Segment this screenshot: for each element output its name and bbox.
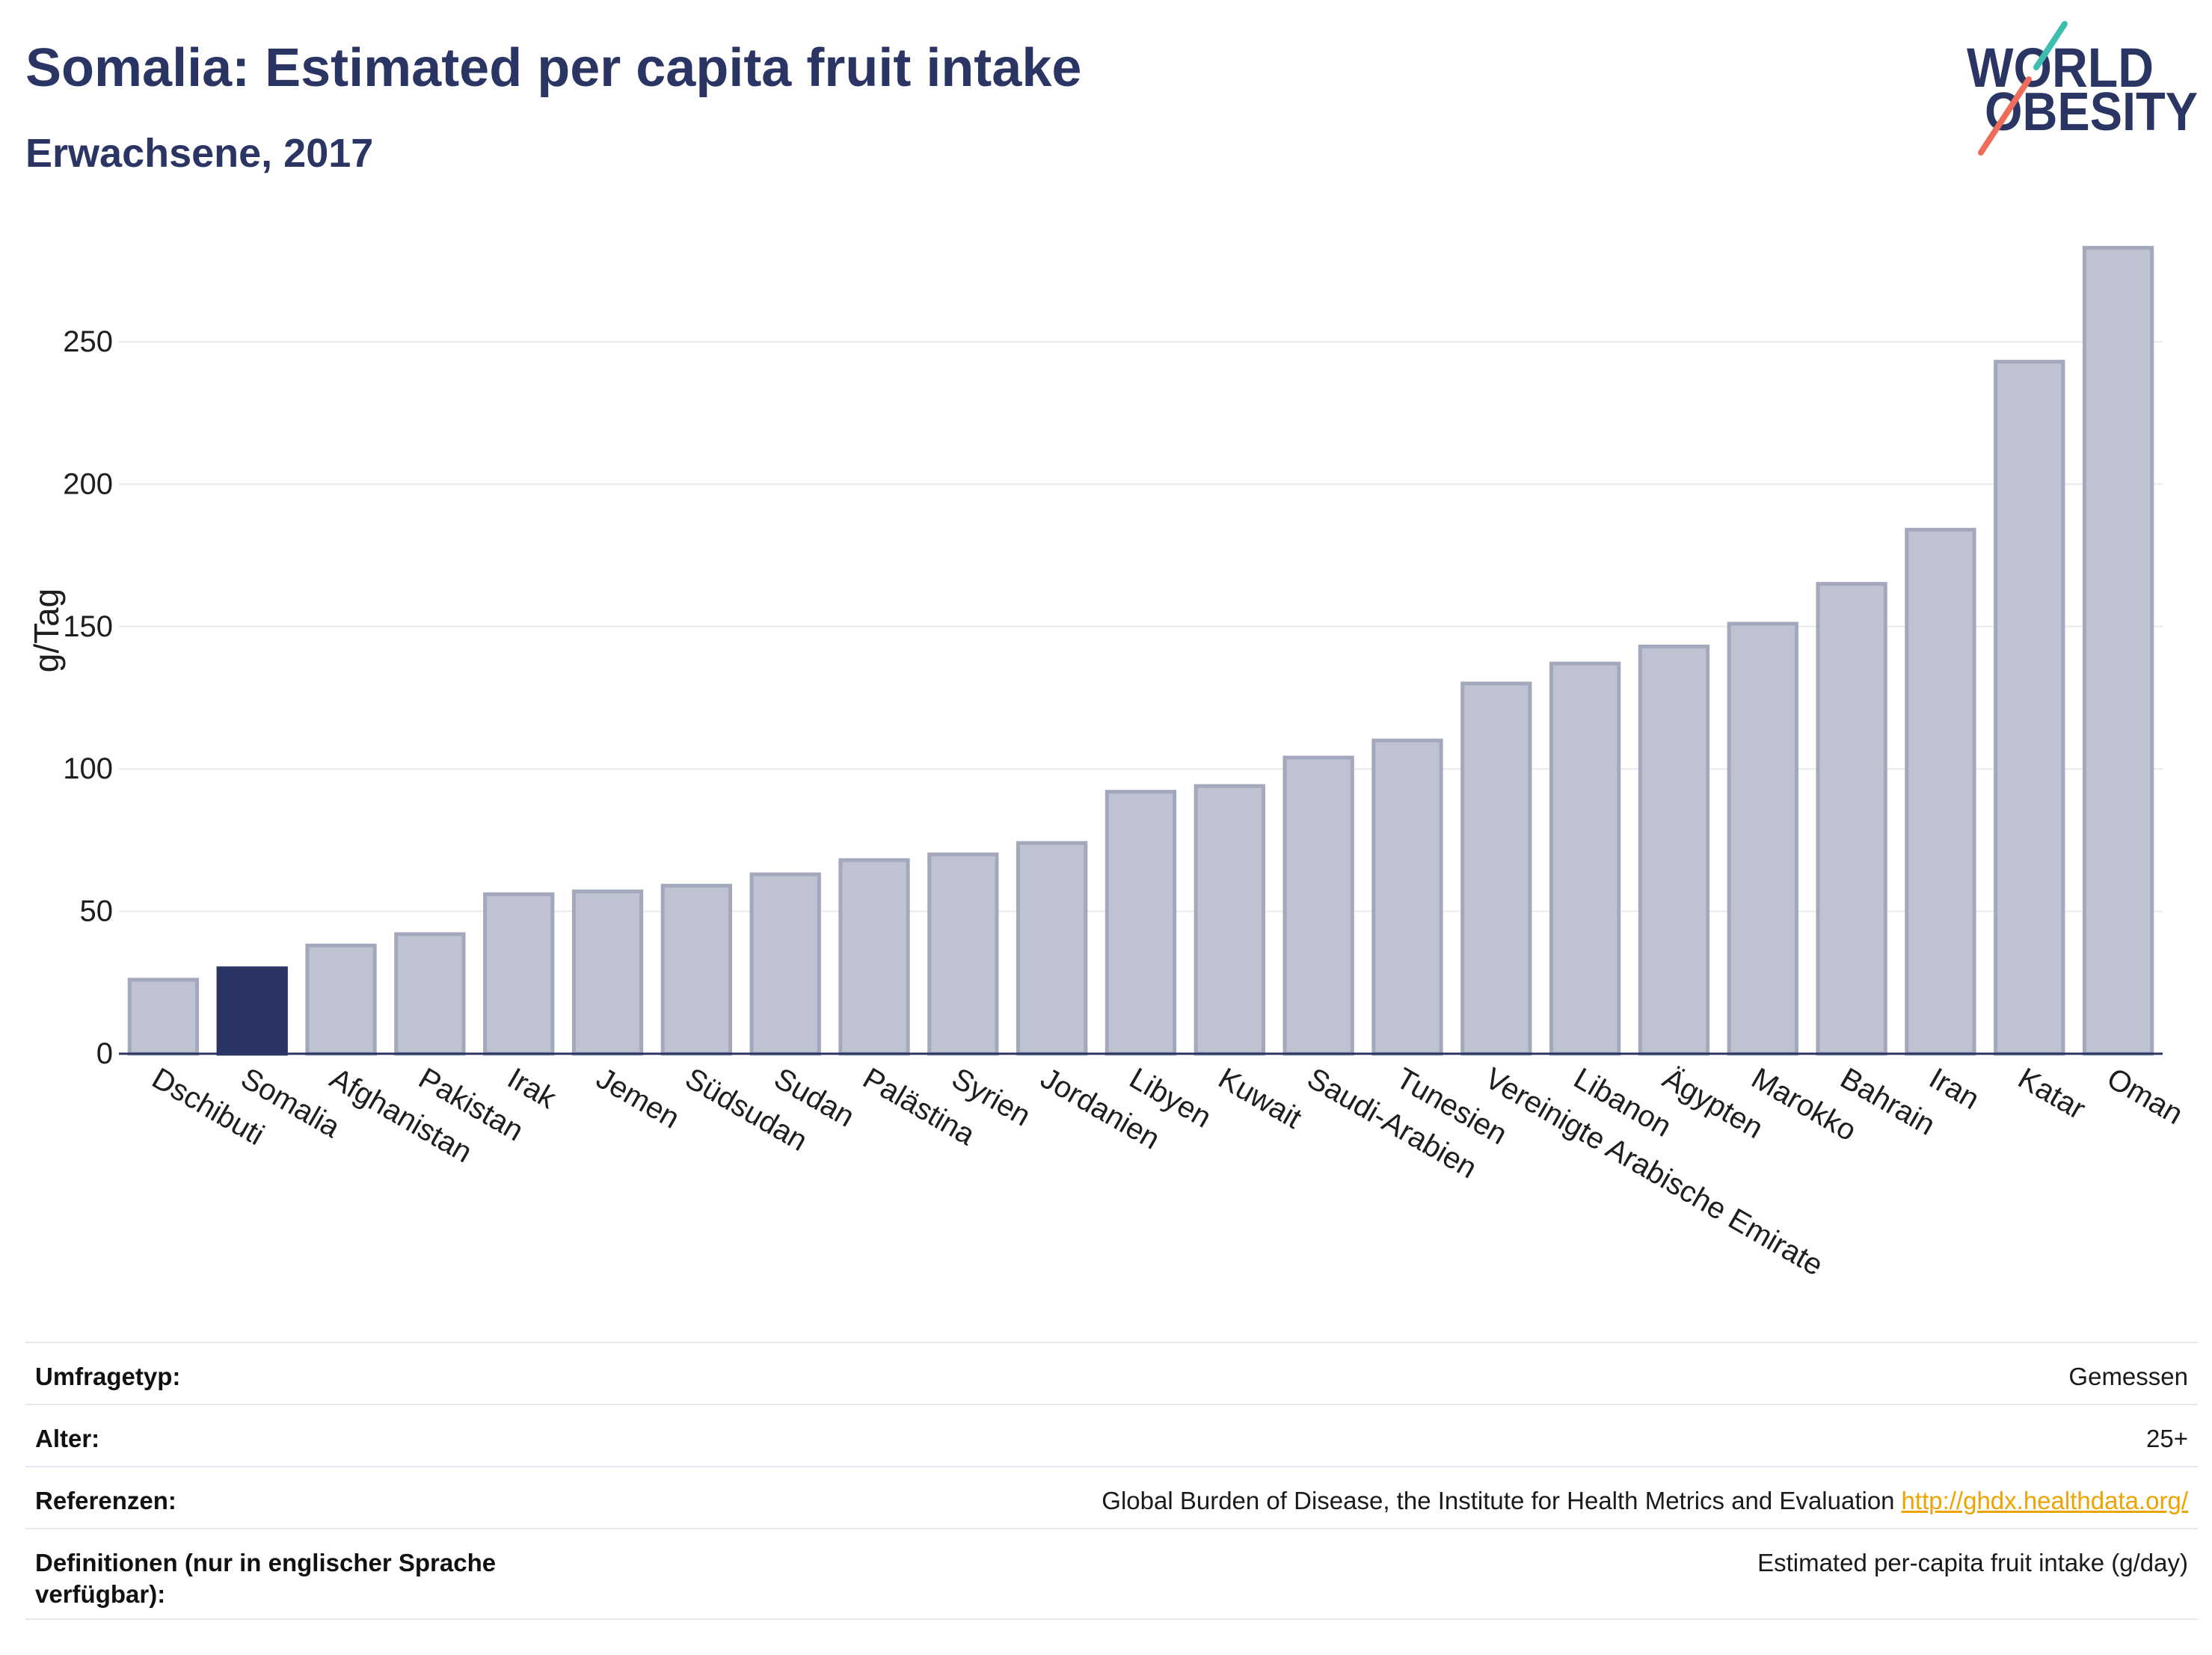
bar-jemen bbox=[571, 889, 644, 1056]
logo-word-world: WORLD bbox=[1967, 37, 2154, 99]
bar-vereinigte-arabische-emirate bbox=[1460, 681, 1532, 1056]
bar-dschibuti bbox=[127, 977, 200, 1056]
references-label: Referenzen: bbox=[35, 1487, 176, 1514]
x-tick-label-jemen: Jemen bbox=[591, 1062, 685, 1135]
bar-afghanistan bbox=[305, 943, 377, 1056]
bar-iran bbox=[1905, 527, 1976, 1056]
bar-libyen bbox=[1105, 790, 1177, 1056]
bar-palastina bbox=[838, 858, 910, 1056]
x-tick-label-irak: Irak bbox=[502, 1062, 562, 1116]
bar-libanon bbox=[1549, 661, 1621, 1056]
logo-word-obesity: OBESITY bbox=[1985, 82, 2198, 142]
survey-type-value: Gemessen bbox=[2068, 1363, 2188, 1390]
page-subtitle: Erwachsene, 2017 bbox=[25, 131, 374, 176]
logo-slash-teal bbox=[2033, 21, 2068, 70]
definitions-value: Estimated per-capita fruit intake (g/day… bbox=[1757, 1549, 2188, 1576]
y-tick-label-250: 250 bbox=[63, 325, 113, 358]
y-tick-label-200: 200 bbox=[63, 467, 113, 500]
references-text: Global Burden of Disease, the Institute … bbox=[1102, 1487, 1895, 1514]
bar-sudsudan bbox=[660, 883, 733, 1056]
page-title: Somalia: Estimated per capita fruit inta… bbox=[25, 38, 1082, 98]
bars bbox=[127, 245, 2154, 1056]
chart: WORLD OBESITY 0 50 100 150 200 250 DschibutiS… bbox=[27, 21, 2198, 1283]
bar-tunesien bbox=[1371, 738, 1443, 1056]
row-references: Referenzen: Global Burden of Disease, th… bbox=[25, 1466, 2198, 1528]
world-obesity-logo: WORLD OBESITY bbox=[1967, 21, 2198, 156]
x-tick-label-agypten: Ägypten bbox=[1657, 1062, 1769, 1145]
plot-area: 0 50 100 150 200 250 DschibutiSomaliaAfghanis… bbox=[27, 245, 2189, 1283]
bar-bahrain bbox=[1816, 582, 1887, 1056]
x-tick-label-oman: Oman bbox=[2101, 1062, 2188, 1132]
age-label: Alter: bbox=[35, 1425, 100, 1452]
y-axis-title: g/Tag bbox=[27, 589, 66, 673]
y-tick-label-150: 150 bbox=[63, 610, 113, 643]
row-age: Alter: 25+ bbox=[25, 1404, 2198, 1466]
bar-saudi-arabien bbox=[1282, 755, 1354, 1056]
x-tick-label-iran: Iran bbox=[1923, 1062, 1985, 1117]
bar-oman bbox=[2082, 245, 2154, 1056]
bar-irak bbox=[483, 892, 555, 1056]
y-axis-tick-labels: 0 50 100 150 200 250 bbox=[63, 325, 113, 1070]
bar-jordanien bbox=[1016, 841, 1088, 1056]
bar-katar bbox=[1994, 360, 2065, 1056]
row-definitions: Definitionen (nur in englischer Sprache … bbox=[25, 1528, 2198, 1620]
x-tick-label-katar: Katar bbox=[2012, 1062, 2091, 1126]
bar-pakistan bbox=[394, 932, 466, 1056]
logo-slash-coral bbox=[1978, 76, 2032, 156]
y-tick-label-100: 100 bbox=[63, 752, 113, 785]
y-tick-label-50: 50 bbox=[80, 895, 114, 928]
references-link[interactable]: http://ghdx.healthdata.org/ bbox=[1901, 1487, 2188, 1514]
references-value: Global Burden of Disease, the Institute … bbox=[544, 1485, 2188, 1517]
survey-type-label: Umfragetyp: bbox=[35, 1363, 181, 1390]
definitions-label: Definitionen (nur in englischer Sprache … bbox=[35, 1549, 497, 1608]
row-survey-type: Umfragetyp: Gemessen bbox=[25, 1342, 2198, 1404]
bar-marokko bbox=[1727, 621, 1798, 1056]
metadata-table: Umfragetyp: Gemessen Alter: 25+ Referenz… bbox=[25, 1342, 2198, 1620]
y-tick-label-0: 0 bbox=[96, 1037, 113, 1070]
bar-kuwait bbox=[1193, 784, 1265, 1056]
bar-sudan bbox=[749, 872, 821, 1056]
age-value: 25+ bbox=[2146, 1425, 2188, 1452]
bar-syrien bbox=[927, 852, 999, 1056]
bar-somalia bbox=[216, 966, 288, 1056]
bar-agypten bbox=[1638, 644, 1710, 1056]
x-tick-label-kuwait: Kuwait bbox=[1213, 1062, 1307, 1135]
